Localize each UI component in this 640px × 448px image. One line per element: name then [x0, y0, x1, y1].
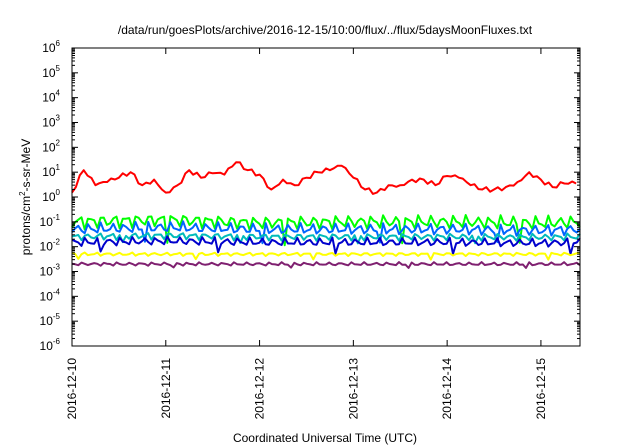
y-axis-label: protons/cm2-s-sr-MeV — [18, 139, 33, 255]
y-tick-label-base: 10 — [40, 215, 54, 229]
x-tick-label: 2016-12-12 — [253, 358, 267, 420]
x-tick-label: 2016-12-15 — [534, 358, 548, 420]
y-tick-label-base: 10 — [40, 265, 54, 279]
y-tick-label-exponent: -1 — [53, 213, 61, 222]
series-line — [71, 261, 581, 269]
y-tick-label-exponent: 0 — [56, 188, 61, 197]
y-tick-label-exponent: 3 — [56, 114, 61, 123]
x-tick-label: 2016-12-13 — [346, 358, 360, 420]
y-tick-label: 102 — [42, 138, 60, 154]
x-tick-label: 2016-12-11 — [159, 358, 173, 419]
series-line — [71, 235, 581, 255]
series-line — [71, 251, 581, 261]
y-tick-label-exponent: 4 — [56, 89, 61, 98]
series-line — [71, 214, 581, 247]
x-tick-label: 2016-12-10 — [65, 358, 79, 420]
y-tick-label-base: 10 — [40, 240, 54, 254]
y-tick-label: 10-5 — [40, 312, 61, 328]
y-tick-label-base: 10 — [42, 190, 56, 204]
x-tick-label: 2016-12-14 — [440, 358, 454, 420]
y-tick-label-exponent: -6 — [53, 337, 61, 346]
y-axis-label-base: protons/cm — [19, 196, 33, 255]
y-tick-label-exponent: -2 — [53, 238, 61, 247]
y-tick-label-base: 10 — [40, 314, 54, 328]
series-line — [71, 161, 577, 195]
series-line — [71, 232, 581, 245]
y-tick-label: 103 — [42, 114, 60, 130]
series-layer — [71, 161, 581, 269]
y-tick-label: 10-6 — [40, 337, 61, 353]
y-tick-label-base: 10 — [40, 289, 54, 303]
y-axis: 10-610-510-410-310-210-11001011021031041… — [40, 39, 580, 353]
chart-title: /data/run/goesPlots/archive/2016-12-15/1… — [118, 23, 533, 37]
x-axis-label: Coordinated Universal Time (UTC) — [233, 431, 417, 445]
y-tick-label-base: 10 — [42, 140, 56, 154]
y-tick-label: 100 — [42, 188, 60, 204]
y-tick-label-exponent: 5 — [56, 64, 61, 73]
y-tick-label: 10-1 — [40, 213, 61, 229]
y-tick-label: 104 — [42, 89, 60, 105]
y-tick-label-exponent: -5 — [53, 312, 61, 321]
y-tick-label-base: 10 — [42, 66, 56, 80]
y-tick-label: 10-4 — [40, 287, 61, 303]
y-tick-label: 10-2 — [40, 238, 61, 254]
y-tick-label-exponent: 1 — [56, 163, 61, 172]
y-tick-label-base: 10 — [42, 165, 56, 179]
y-tick-label-exponent: -4 — [53, 287, 61, 296]
y-tick-label-base: 10 — [40, 339, 54, 353]
y-tick-label-base: 10 — [42, 41, 56, 55]
x-axis: 2016-12-10 2016-12-11 2016-12-12 2016-12-13… — [65, 48, 548, 419]
y-tick-label-base: 10 — [42, 116, 56, 130]
y-tick-label-exponent: 2 — [56, 138, 61, 147]
y-tick-label: 10-3 — [40, 263, 61, 279]
y-axis-label-exponent: 2 — [18, 191, 27, 196]
y-tick-label: 106 — [42, 39, 60, 55]
y-tick-label: 105 — [42, 64, 60, 80]
y-tick-label-exponent: 6 — [56, 39, 61, 48]
y-tick-label-base: 10 — [42, 91, 56, 105]
y-axis-label-rest: -s-sr-MeV — [19, 139, 33, 192]
y-tick-label: 101 — [42, 163, 60, 179]
y-tick-label-exponent: -3 — [53, 263, 61, 272]
plot-frame — [71, 47, 581, 347]
